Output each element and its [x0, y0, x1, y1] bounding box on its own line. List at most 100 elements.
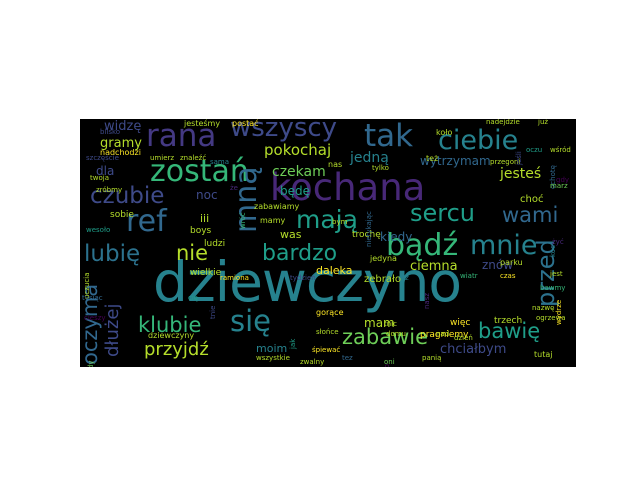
word: panią	[422, 354, 442, 362]
word: pragniemy	[420, 330, 469, 340]
word: zostań	[150, 154, 249, 189]
word: zabawie	[342, 325, 429, 349]
word: ogrzewa	[536, 314, 566, 322]
word: ludzi	[204, 239, 226, 249]
word: cieszy	[84, 314, 106, 322]
word: zróbmy	[96, 186, 123, 194]
word: tez	[342, 354, 353, 362]
word: wszyscy	[230, 119, 338, 143]
word: bym	[332, 218, 348, 226]
word: oczu	[526, 146, 543, 154]
word: nietykając	[365, 211, 373, 247]
word: znów	[482, 258, 514, 272]
word: daleka	[316, 264, 353, 277]
word: nadchodzi	[100, 148, 141, 157]
word: wydrze	[555, 299, 563, 325]
word-cloud: dziewczyno kochana rana wszyscy tak cieb…	[80, 119, 576, 367]
word: wielkie	[190, 268, 222, 278]
word: więc	[450, 318, 471, 328]
word: klubie	[138, 313, 202, 337]
word: nasz	[423, 292, 431, 309]
word: każdy	[87, 361, 95, 367]
word: słońce	[316, 328, 339, 336]
word: nadejdzie	[486, 119, 520, 126]
word: gdy	[556, 176, 570, 184]
word: jest	[550, 270, 563, 278]
word: tnic	[384, 320, 397, 328]
word: jedną	[350, 150, 389, 166]
word: jesteśmy	[184, 119, 221, 128]
word: dziewczyny	[148, 331, 195, 340]
word: ref	[126, 204, 167, 239]
word: czubie	[90, 183, 165, 209]
word: zebrało	[364, 274, 401, 285]
word: jesteś	[500, 166, 542, 182]
word: rana	[146, 119, 217, 154]
word: dla	[96, 164, 115, 178]
word: żyć	[552, 238, 564, 246]
word: wśród	[550, 146, 571, 154]
word: mną	[229, 166, 264, 233]
word: nas	[328, 160, 343, 169]
word: że	[230, 184, 238, 192]
word: pokochaj	[264, 141, 332, 159]
word: mnie	[470, 230, 538, 261]
word: widzę	[104, 119, 142, 134]
word: choć	[520, 194, 544, 205]
word: tydzień	[290, 274, 316, 282]
word: też	[426, 154, 439, 163]
word: wróć	[239, 212, 247, 229]
word: blisko	[100, 128, 121, 136]
word: jak	[289, 338, 297, 349]
word: się	[230, 304, 272, 338]
word: przegoni	[490, 158, 521, 166]
word: boys	[190, 226, 212, 236]
word: bardzo	[262, 241, 338, 266]
word: gramy	[100, 136, 142, 151]
word: dziewczyno	[153, 250, 462, 314]
word: lubię	[84, 241, 141, 267]
word: gorące	[316, 308, 344, 317]
word: jeśli	[515, 151, 523, 165]
word: szczęście	[86, 154, 119, 162]
word: nazwę	[532, 304, 555, 312]
word: was	[280, 228, 302, 241]
word: czas	[500, 272, 516, 280]
word: tysiąc	[82, 294, 103, 302]
word: śpiewać	[312, 346, 341, 354]
word: raz	[398, 274, 409, 282]
word: koło	[436, 128, 453, 137]
word: chciałbym	[440, 342, 507, 357]
word: wszystkie	[256, 354, 290, 362]
word: sama	[210, 158, 230, 166]
word: ciemna	[410, 259, 458, 274]
word: jedyna	[370, 254, 397, 263]
word: tnie	[209, 305, 217, 319]
word: mamy	[260, 216, 286, 225]
word: przyjdź	[144, 339, 209, 360]
word: sobie	[110, 210, 134, 220]
word: będę	[280, 184, 310, 198]
word: wesoło	[86, 226, 111, 234]
word: iii	[200, 212, 210, 225]
word: wiatr	[460, 272, 478, 280]
word: mają	[296, 205, 358, 234]
word: bawmy	[540, 284, 566, 292]
word: ramiona	[220, 274, 249, 282]
word: sercu	[410, 199, 476, 227]
word: postać	[232, 119, 259, 128]
word: bądź	[386, 228, 459, 263]
word: tylko	[372, 164, 389, 172]
word: kochana	[270, 166, 426, 209]
word: moim	[256, 342, 288, 355]
word: zabawiamy	[254, 202, 300, 211]
word: trochę	[352, 230, 381, 240]
word: domu	[386, 330, 406, 338]
word: mam	[364, 316, 395, 330]
word: nad	[436, 330, 450, 338]
word: kiedy	[380, 230, 413, 244]
word: noc	[196, 188, 218, 202]
word: dłużej	[102, 303, 123, 357]
word: twoja	[90, 174, 109, 182]
word: nie	[176, 241, 209, 265]
